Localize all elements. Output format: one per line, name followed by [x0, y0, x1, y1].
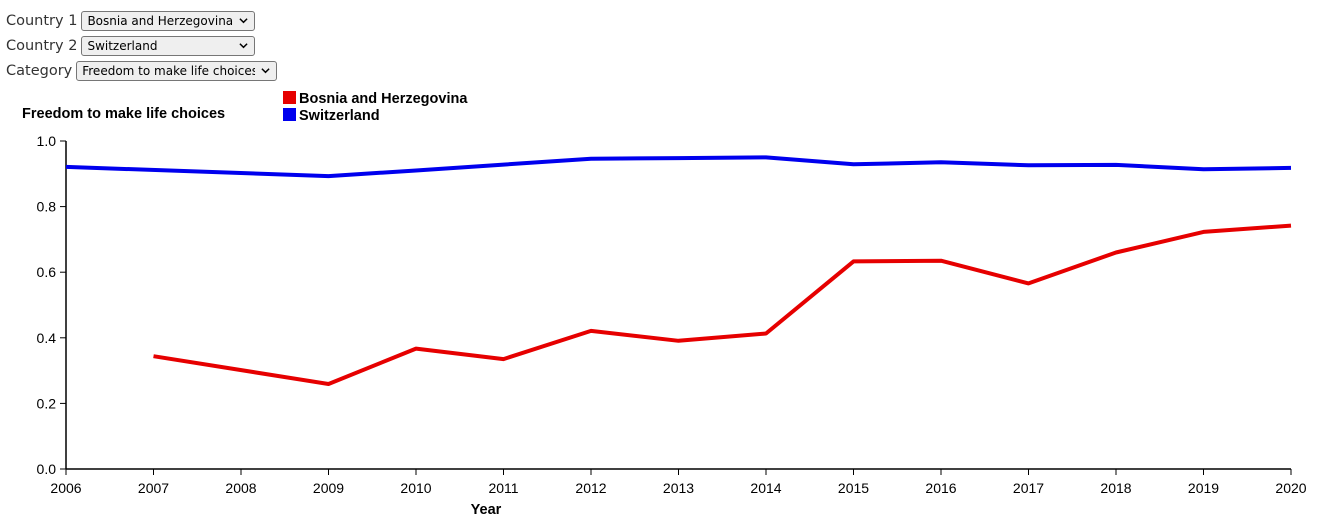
category-selected-value: Freedom to make life choices: [82, 63, 256, 78]
country2-selected-value: Switzerland: [87, 38, 158, 53]
x-tick-label: 2010: [400, 480, 431, 496]
country2-row: Country 2 Switzerland: [6, 33, 277, 58]
chevron-down-icon: [261, 68, 270, 74]
x-tick-label: 2015: [838, 480, 869, 496]
x-tick-label: 2020: [1275, 480, 1306, 496]
chart-series: [65, 155, 1292, 386]
legend-label-1: Bosnia and Herzegovina: [299, 91, 468, 107]
x-tick-label: 2009: [313, 480, 344, 496]
y-tick-label: 0.8: [37, 199, 57, 215]
legend-label-2: Switzerland: [299, 108, 380, 124]
country2-label: Country 2: [6, 37, 78, 54]
y-axis-title: Freedom to make life choices: [22, 106, 225, 122]
country1-label: Country 1: [6, 12, 78, 29]
chevron-down-icon: [239, 18, 249, 24]
x-tick-label: 2013: [663, 480, 694, 496]
y-tick-label: 0.6: [37, 264, 57, 280]
x-tick-label: 2014: [750, 480, 781, 496]
category-select[interactable]: Freedom to make life choices: [76, 60, 278, 81]
y-tick-label: 0.0: [37, 461, 57, 477]
chart-axes: 0.0 0.2 0.4 0.6 0.8 1.0 2006 2007 2008 2009 2010 20…: [37, 133, 1307, 496]
x-tick-label: 2007: [138, 480, 169, 496]
legend-swatch-2: [283, 108, 296, 121]
country1-select[interactable]: Bosnia and Herzegovina: [81, 10, 256, 31]
legend-swatch-1: [283, 91, 296, 104]
x-tick-label: 2016: [925, 480, 956, 496]
controls-panel: Country 1 Bosnia and Herzegovina Country…: [6, 8, 278, 83]
country1-selected-value: Bosnia and Herzegovina: [87, 13, 234, 28]
series-line-2: [65, 155, 1292, 179]
x-tick-label: 2019: [1188, 480, 1219, 496]
x-tick-label: 2012: [575, 480, 606, 496]
category-label: Category: [6, 62, 73, 79]
x-axis-title: Year: [471, 502, 502, 518]
category-row: Category Freedom to make life choices: [6, 58, 278, 83]
country2-select[interactable]: Switzerland: [81, 35, 256, 56]
x-tick-label: 2017: [1013, 480, 1044, 496]
x-tick-label: 2011: [488, 480, 518, 496]
x-tick-label: 2008: [225, 480, 256, 496]
chevron-down-icon: [239, 43, 249, 49]
y-tick-label: 0.2: [37, 395, 57, 411]
country1-row: Country 1 Bosnia and Herzegovina: [6, 8, 277, 33]
y-tick-label: 1.0: [37, 133, 57, 149]
series-line-1: [153, 223, 1292, 386]
x-tick-label: 2018: [1100, 480, 1131, 496]
y-tick-label: 0.4: [37, 330, 57, 346]
x-tick-label: 2006: [50, 480, 81, 496]
